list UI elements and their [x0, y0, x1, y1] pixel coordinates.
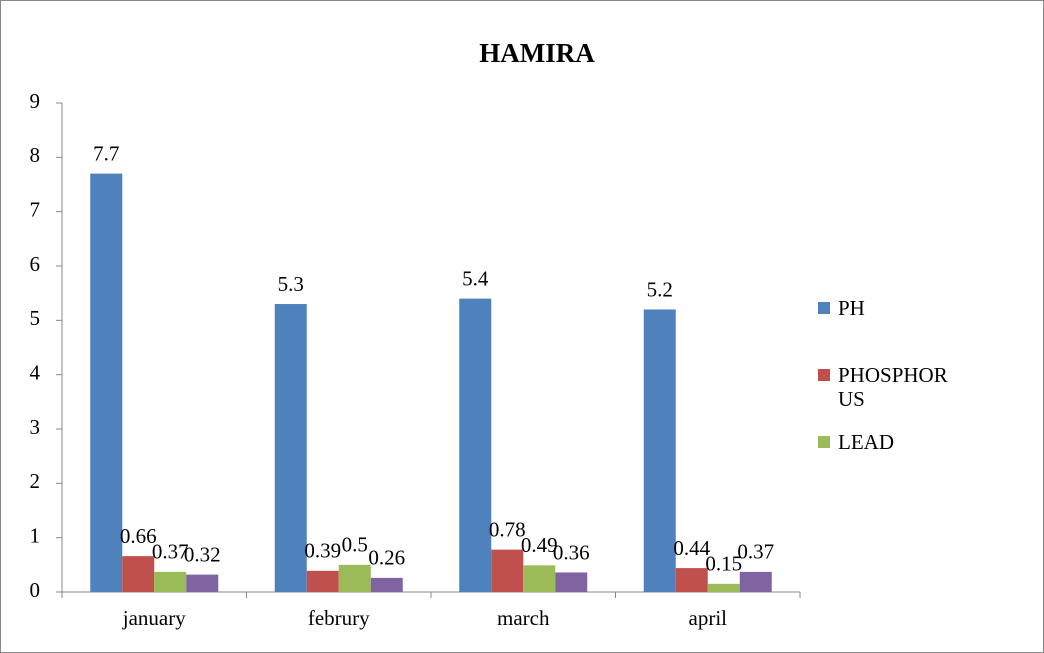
legend-swatch [818, 436, 830, 448]
y-tick-label: 3 [30, 415, 41, 439]
bar [643, 309, 676, 592]
bar [523, 565, 556, 592]
bar [186, 574, 219, 592]
bar [274, 304, 307, 592]
data-label: 0.66 [120, 524, 157, 548]
bar [555, 572, 588, 592]
y-tick-label: 1 [30, 523, 41, 547]
legend-label: PH [838, 296, 865, 320]
y-tick-label: 2 [30, 469, 41, 493]
x-tick-label: april [689, 606, 728, 630]
y-tick-label: 7 [30, 197, 41, 221]
data-label: 5.3 [278, 272, 304, 296]
bar [491, 549, 524, 592]
y-tick-label: 8 [30, 143, 41, 167]
data-label: 0.36 [553, 540, 590, 564]
bar [338, 564, 371, 592]
data-label: 0.26 [368, 546, 405, 570]
data-label: 5.2 [647, 277, 673, 301]
bar [90, 173, 123, 592]
legend-label: LEAD [838, 430, 894, 454]
bar [154, 571, 187, 592]
y-tick-label: 5 [30, 306, 41, 330]
x-tick-label: februry [308, 606, 370, 630]
x-tick-label: march [497, 606, 550, 630]
y-tick-label: 9 [30, 89, 41, 113]
legend-swatch [818, 369, 830, 381]
y-tick-label: 0 [30, 578, 41, 602]
bar [707, 583, 740, 592]
data-label: 0.37 [152, 540, 189, 564]
bar [370, 577, 403, 592]
bar [739, 571, 772, 592]
legend-label: PHOSPHORUS [838, 363, 948, 411]
data-label: 5.4 [462, 266, 489, 290]
data-label: 0.78 [489, 517, 526, 541]
data-label: 0.32 [184, 542, 221, 566]
data-label: 0.44 [673, 536, 710, 560]
data-label: 0.5 [342, 533, 368, 557]
y-tick-label: 6 [30, 252, 41, 276]
y-tick-label: 4 [30, 360, 41, 384]
data-label: 0.39 [304, 539, 341, 563]
data-label: 7.7 [93, 141, 119, 165]
bar [459, 298, 492, 592]
chart-title: HAMIRA [479, 38, 595, 68]
data-label: 0.37 [737, 540, 774, 564]
data-label: 0.49 [521, 533, 558, 557]
data-label: 0.15 [705, 552, 742, 576]
bar [675, 568, 708, 592]
bar [122, 556, 155, 592]
bar [306, 570, 339, 592]
x-tick-label: january [122, 606, 186, 630]
legend-swatch [818, 302, 830, 314]
